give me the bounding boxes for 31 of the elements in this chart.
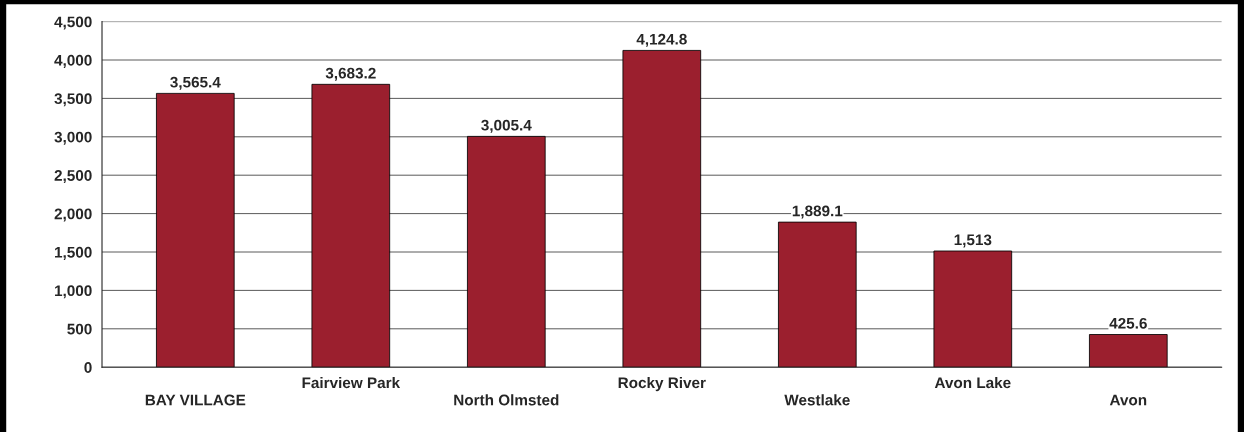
x-tick-label: Rocky River [618, 376, 706, 392]
data-label: 3,565.4 [170, 76, 221, 90]
data-label: 1,889.1 [792, 205, 843, 219]
bar [622, 50, 702, 368]
y-tick-label: 1,500 [55, 246, 92, 260]
y-tick-label: 2,000 [54, 208, 92, 222]
bar [156, 92, 235, 368]
bar [778, 221, 857, 368]
bar [467, 135, 546, 368]
data-label: 3,683.2 [325, 67, 376, 81]
y-tick-label: 0 [84, 362, 92, 373]
bar [1089, 334, 1168, 368]
y-tick-label: 3,500 [54, 93, 92, 107]
x-tick-label: Avon [1109, 394, 1147, 406]
data-label: 1,513 [954, 234, 992, 248]
y-tick-label: 1,000 [55, 285, 92, 299]
data-label: 425.6 [1109, 317, 1147, 329]
y-tick-label: 4,500 [54, 16, 92, 30]
x-tick-label: Westlake [784, 394, 850, 406]
y-tick-label: 4,000 [54, 54, 92, 68]
y-tick-label: 3,000 [54, 131, 92, 145]
data-label: 4,124.8 [636, 33, 687, 47]
y-tick-label: 500 [67, 323, 92, 335]
bar [933, 250, 1013, 368]
x-tick-label: North Olmsted [454, 394, 559, 406]
data-label: 3,005.4 [481, 119, 532, 133]
x-tick-label: Avon Lake [934, 376, 1011, 389]
bar [311, 83, 391, 368]
x-tick-label: Fairview Park [302, 376, 401, 389]
x-tick-label: BAY VILLAGE [145, 394, 246, 406]
y-tick-label: 2,500 [54, 170, 92, 184]
